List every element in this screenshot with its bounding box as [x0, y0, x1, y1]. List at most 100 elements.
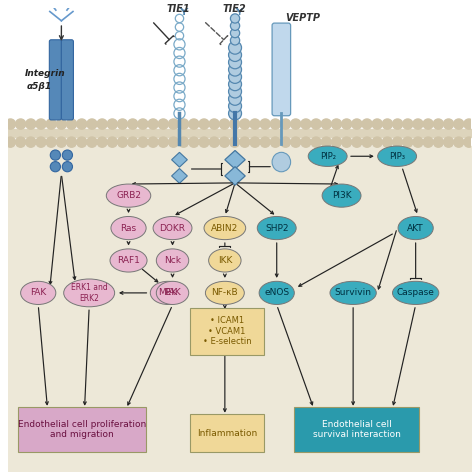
Circle shape — [228, 56, 242, 69]
Circle shape — [423, 137, 433, 147]
Circle shape — [362, 137, 372, 147]
Circle shape — [321, 137, 331, 147]
Circle shape — [168, 137, 179, 147]
Ellipse shape — [150, 281, 185, 304]
Polygon shape — [172, 152, 187, 167]
Ellipse shape — [156, 281, 189, 304]
Text: FAK: FAK — [30, 288, 46, 297]
FancyBboxPatch shape — [294, 407, 419, 452]
Ellipse shape — [205, 281, 244, 304]
Ellipse shape — [308, 146, 347, 166]
Circle shape — [97, 119, 107, 129]
Circle shape — [311, 137, 321, 147]
Circle shape — [321, 119, 331, 129]
Circle shape — [138, 137, 148, 147]
Circle shape — [199, 119, 209, 129]
Text: ERK1 and
ERK2: ERK1 and ERK2 — [71, 283, 108, 302]
Circle shape — [230, 36, 240, 45]
Circle shape — [26, 137, 36, 147]
Circle shape — [16, 119, 26, 129]
Circle shape — [228, 107, 242, 120]
Ellipse shape — [398, 217, 433, 240]
Circle shape — [219, 137, 229, 147]
Polygon shape — [172, 169, 187, 183]
Circle shape — [228, 85, 242, 98]
Circle shape — [228, 48, 242, 62]
Text: Survivin: Survivin — [335, 288, 372, 297]
Text: Integrin: Integrin — [24, 69, 65, 78]
Circle shape — [413, 119, 423, 129]
Polygon shape — [225, 167, 245, 185]
Circle shape — [148, 119, 158, 129]
Circle shape — [372, 119, 383, 129]
Circle shape — [16, 137, 26, 147]
Circle shape — [199, 137, 209, 147]
Circle shape — [250, 137, 260, 147]
Circle shape — [291, 119, 301, 129]
Circle shape — [66, 137, 77, 147]
Circle shape — [228, 78, 242, 91]
Circle shape — [128, 119, 138, 129]
Circle shape — [230, 21, 240, 30]
Circle shape — [464, 119, 474, 129]
Circle shape — [403, 137, 413, 147]
Text: Inflammation: Inflammation — [197, 428, 257, 438]
Circle shape — [56, 137, 66, 147]
Circle shape — [433, 137, 444, 147]
Text: Ras: Ras — [120, 224, 137, 233]
Circle shape — [189, 119, 199, 129]
FancyBboxPatch shape — [18, 407, 146, 452]
Ellipse shape — [111, 217, 146, 240]
Circle shape — [107, 119, 118, 129]
Text: GRB2: GRB2 — [116, 191, 141, 200]
Circle shape — [228, 92, 242, 105]
Ellipse shape — [272, 152, 291, 172]
Text: Nck: Nck — [164, 256, 181, 265]
Circle shape — [342, 119, 352, 129]
Text: TIE2: TIE2 — [222, 3, 246, 14]
Circle shape — [158, 119, 168, 129]
FancyBboxPatch shape — [190, 308, 264, 355]
Circle shape — [444, 119, 454, 129]
Circle shape — [342, 137, 352, 147]
Text: • ICAM1
• VCAM1
• E-selectin: • ICAM1 • VCAM1 • E-selectin — [202, 316, 251, 346]
Circle shape — [5, 119, 16, 129]
Text: Endothelial cell proliferation
and migration: Endothelial cell proliferation and migra… — [18, 420, 146, 439]
FancyBboxPatch shape — [61, 40, 73, 120]
Text: AKT: AKT — [407, 224, 424, 233]
Text: DOKR: DOKR — [160, 224, 185, 233]
Polygon shape — [225, 150, 245, 169]
Text: α5β1: α5β1 — [27, 82, 52, 91]
Text: Endothelial cell
survival interaction: Endothelial cell survival interaction — [313, 420, 401, 439]
Circle shape — [311, 119, 321, 129]
Ellipse shape — [330, 281, 376, 304]
Circle shape — [107, 137, 118, 147]
Circle shape — [36, 137, 46, 147]
Circle shape — [301, 119, 311, 129]
Circle shape — [403, 119, 413, 129]
Circle shape — [118, 137, 128, 147]
Ellipse shape — [378, 146, 417, 166]
Circle shape — [158, 137, 168, 147]
Circle shape — [240, 137, 250, 147]
Circle shape — [118, 119, 128, 129]
Circle shape — [230, 28, 240, 38]
Circle shape — [229, 137, 240, 147]
FancyBboxPatch shape — [190, 414, 264, 452]
Circle shape — [66, 119, 77, 129]
Circle shape — [26, 119, 36, 129]
Circle shape — [383, 137, 392, 147]
Circle shape — [433, 119, 444, 129]
Circle shape — [36, 119, 46, 129]
Circle shape — [392, 137, 403, 147]
Circle shape — [250, 119, 260, 129]
Circle shape — [352, 137, 362, 147]
Ellipse shape — [259, 281, 294, 304]
Ellipse shape — [50, 150, 61, 160]
Circle shape — [228, 63, 242, 76]
Text: eNOS: eNOS — [264, 288, 289, 297]
Circle shape — [301, 137, 311, 147]
Text: SHP2: SHP2 — [265, 224, 289, 233]
Circle shape — [454, 137, 464, 147]
FancyBboxPatch shape — [49, 40, 61, 120]
